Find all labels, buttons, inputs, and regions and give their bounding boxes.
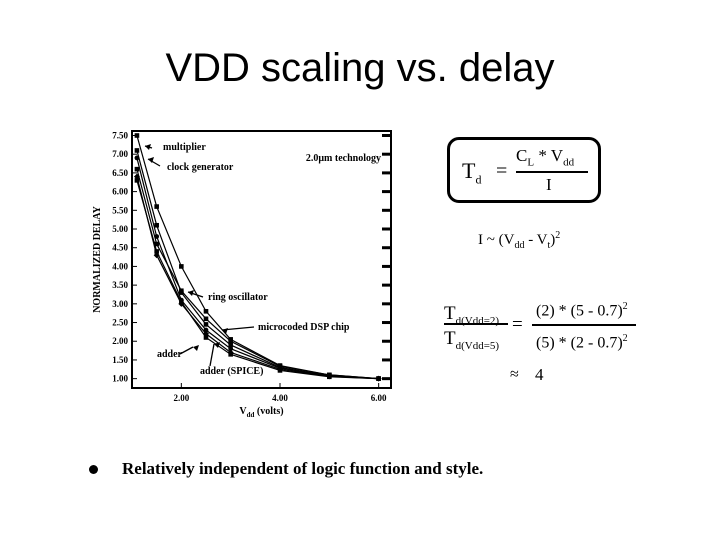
y-tick-label: 1.00 [112,374,128,384]
series-line-1 [136,150,379,380]
ratio-lhs-bar [444,323,508,325]
data-point [134,166,140,172]
data-point [203,335,209,340]
y-tick-label: 5.00 [112,224,128,234]
data-point [277,368,283,373]
data-point [154,204,159,209]
formula-td: Td [462,158,482,187]
data-point [154,222,159,228]
data-point [203,316,209,322]
callout-arrowhead [148,157,154,163]
technology-annotation: 2.0μm technology [306,153,381,164]
ratio-denominator: (5) * (2 - 0.7)2 [536,333,628,352]
ratio-numerator: (2) * (5 - 0.7)2 [536,301,628,320]
plot-frame [131,130,392,389]
data-point [327,374,332,380]
data-point [134,155,140,161]
y-tick-label: 3.00 [112,299,128,309]
y-tick-label: 6.50 [112,168,128,178]
y-tick-label: 1.50 [112,355,128,365]
data-point [134,133,140,138]
data-point [203,309,209,314]
data-point [203,322,209,327]
formula-equals: = [496,160,508,182]
series-label: multiplier [163,142,206,153]
data-point [203,327,209,333]
y-tick-label: 5.50 [112,205,128,215]
y-tick-label: 6.00 [112,187,128,197]
current-relation: I ~ (Vdd - Vt)2 [478,230,561,251]
ratio-equals: = [512,314,523,335]
formula-denominator: I [546,175,552,194]
bullet-text: Relatively independent of logic function… [122,459,484,478]
callout-arrowhead [222,328,228,334]
data-point [228,346,234,352]
formula-numerator: CL * Vdd [516,146,575,169]
x-tick-label: 6.00 [371,393,387,403]
data-point [134,148,140,153]
formula-fraction-bar [516,171,588,173]
series-label: ring oscillator [208,292,268,303]
callout-arrowhead [193,345,199,351]
callout-leader [209,343,215,367]
callout-leader [179,346,194,355]
y-axis-label: NORMALIZED DELAY [92,205,103,312]
data-point [154,249,159,254]
y-tick-label: 2.50 [112,318,128,328]
approx-symbol: ≈ [510,366,519,383]
data-point [179,299,184,305]
x-tick-label: 2.00 [173,393,189,403]
series-line-2 [136,157,379,380]
approx-value: 4 [535,365,544,384]
ratio-fraction-bar [532,324,636,326]
y-tick-label: 3.50 [112,280,128,290]
y-tick-label: 4.50 [112,243,128,253]
ratio-lhs-bottom: Td(Vdd=5) [444,328,500,352]
slide-title: VDD scaling vs. delay [165,46,555,90]
y-tick-label: 4.00 [112,261,128,271]
series-label: microcoded DSP chip [258,322,350,333]
series-label: adder (SPICE) [200,366,263,377]
x-tick-label: 4.00 [272,393,288,403]
data-point [228,352,233,357]
series-label: clock generator [167,162,234,173]
series-line-3 [136,169,379,380]
callout-arrowhead [214,342,220,348]
data-point [228,342,233,348]
y-tick-label: 7.50 [112,130,128,140]
data-point [179,264,184,269]
data-point [154,241,159,247]
bullet-dot [89,465,98,474]
series-label: adder [157,349,183,360]
delay-formula-box [447,137,601,203]
callout-arrowhead [188,290,194,296]
y-tick-label: 2.00 [112,336,128,346]
data-point [376,376,381,381]
data-point [179,288,184,294]
data-point [134,178,140,183]
x-axis-label: Vdd (volts) [239,406,283,419]
data-point [228,338,233,344]
callout-arrowhead [145,144,151,150]
y-tick-label: 7.00 [112,149,128,159]
